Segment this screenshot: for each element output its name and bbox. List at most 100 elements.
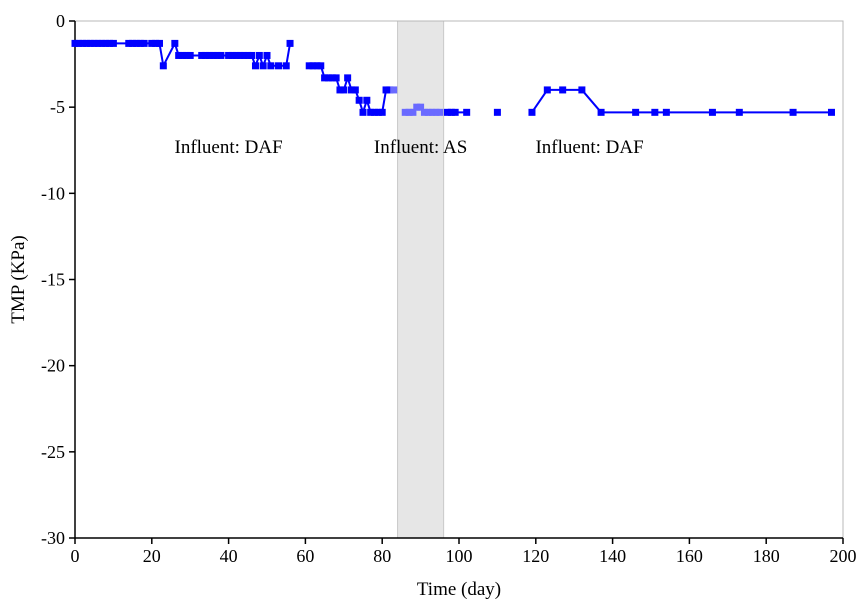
data-point — [347, 86, 355, 94]
data-point — [632, 108, 640, 116]
data-point — [125, 39, 133, 47]
data-point — [171, 39, 179, 47]
data-point — [282, 62, 290, 70]
y-tick-label: -15 — [41, 270, 65, 290]
data-point — [202, 51, 210, 59]
x-axis-title: Time (day) — [417, 579, 501, 599]
y-tick-label: -5 — [50, 97, 65, 117]
shaded-period — [397, 20, 445, 539]
data-point — [789, 108, 797, 116]
data-point — [263, 51, 271, 59]
data-point — [159, 62, 167, 70]
data-point — [152, 39, 160, 47]
data-point — [182, 51, 190, 59]
data-point — [179, 51, 187, 59]
data-point — [129, 39, 137, 47]
data-point — [382, 86, 390, 94]
data-point — [409, 108, 417, 116]
x-tick-label: 0 — [71, 546, 80, 566]
data-point — [336, 86, 344, 94]
data-point — [244, 51, 252, 59]
data-point — [106, 39, 114, 47]
data-point — [651, 108, 659, 116]
data-point — [148, 39, 156, 47]
data-point — [344, 74, 352, 82]
data-point — [340, 86, 348, 94]
data-point — [175, 51, 183, 59]
data-point — [417, 103, 425, 111]
data-point — [363, 96, 371, 104]
series-layer — [71, 39, 835, 116]
data-point — [428, 108, 436, 116]
data-point — [827, 108, 835, 116]
y-axis-title: TMP (KPa) — [8, 235, 29, 324]
data-point — [390, 86, 398, 94]
data-point — [443, 108, 451, 116]
data-point — [309, 62, 317, 70]
data-point — [463, 108, 471, 116]
data-point — [378, 108, 386, 116]
data-point — [232, 51, 240, 59]
data-point — [708, 108, 716, 116]
data-point — [328, 74, 336, 82]
data-point — [109, 39, 117, 47]
annotations: Influent: DAF Influent: AS Influent: DAF — [175, 137, 644, 158]
plot-area — [74, 20, 844, 539]
data-point — [405, 108, 413, 116]
data-point — [275, 62, 283, 70]
data-point — [255, 51, 263, 59]
data-point — [432, 108, 440, 116]
data-point — [71, 39, 79, 47]
data-point — [90, 39, 98, 47]
data-point — [98, 39, 106, 47]
data-point — [324, 74, 332, 82]
y-tick-label: -10 — [41, 183, 65, 203]
data-point — [259, 62, 267, 70]
data-point — [355, 96, 363, 104]
data-point — [528, 108, 536, 116]
data-point — [451, 108, 459, 116]
data-point — [597, 108, 605, 116]
x-tick-label: 100 — [446, 546, 473, 566]
data-point — [305, 62, 313, 70]
data-point — [374, 108, 382, 116]
x-tick-label: 160 — [676, 546, 703, 566]
x-tick-label: 20 — [143, 546, 161, 566]
data-point — [447, 108, 455, 116]
data-point — [662, 108, 670, 116]
data-point — [559, 86, 567, 94]
data-point — [317, 62, 325, 70]
series-line — [531, 88, 832, 114]
data-point — [205, 51, 213, 59]
data-point — [386, 86, 394, 94]
y-tick-label: -20 — [41, 356, 65, 376]
data-point — [217, 51, 225, 59]
data-point — [186, 51, 194, 59]
data-point — [251, 62, 259, 70]
data-point — [155, 39, 163, 47]
data-point — [578, 86, 586, 94]
annotation-label: Influent: AS — [374, 137, 467, 158]
data-point — [94, 39, 102, 47]
data-point — [236, 51, 244, 59]
plot-frame — [74, 20, 844, 539]
x-tick-label: 40 — [220, 546, 238, 566]
data-point — [424, 108, 432, 116]
y-tick-label: -25 — [41, 442, 65, 462]
data-point — [75, 39, 83, 47]
data-point — [83, 39, 91, 47]
data-point — [371, 108, 379, 116]
data-point — [198, 51, 206, 59]
data-point — [313, 62, 321, 70]
data-point — [401, 108, 409, 116]
data-point — [225, 51, 233, 59]
y-ticks: 0 -5 -10 -15 -20 -25 -30 — [41, 11, 75, 548]
data-point — [209, 51, 217, 59]
x-ticks: 0 20 40 60 80 100 120 140 160 180 200 — [71, 538, 857, 566]
data-point — [213, 51, 221, 59]
data-point — [248, 51, 256, 59]
data-point — [86, 39, 94, 47]
x-tick-label: 80 — [373, 546, 391, 566]
data-point — [420, 108, 428, 116]
data-point — [735, 108, 743, 116]
